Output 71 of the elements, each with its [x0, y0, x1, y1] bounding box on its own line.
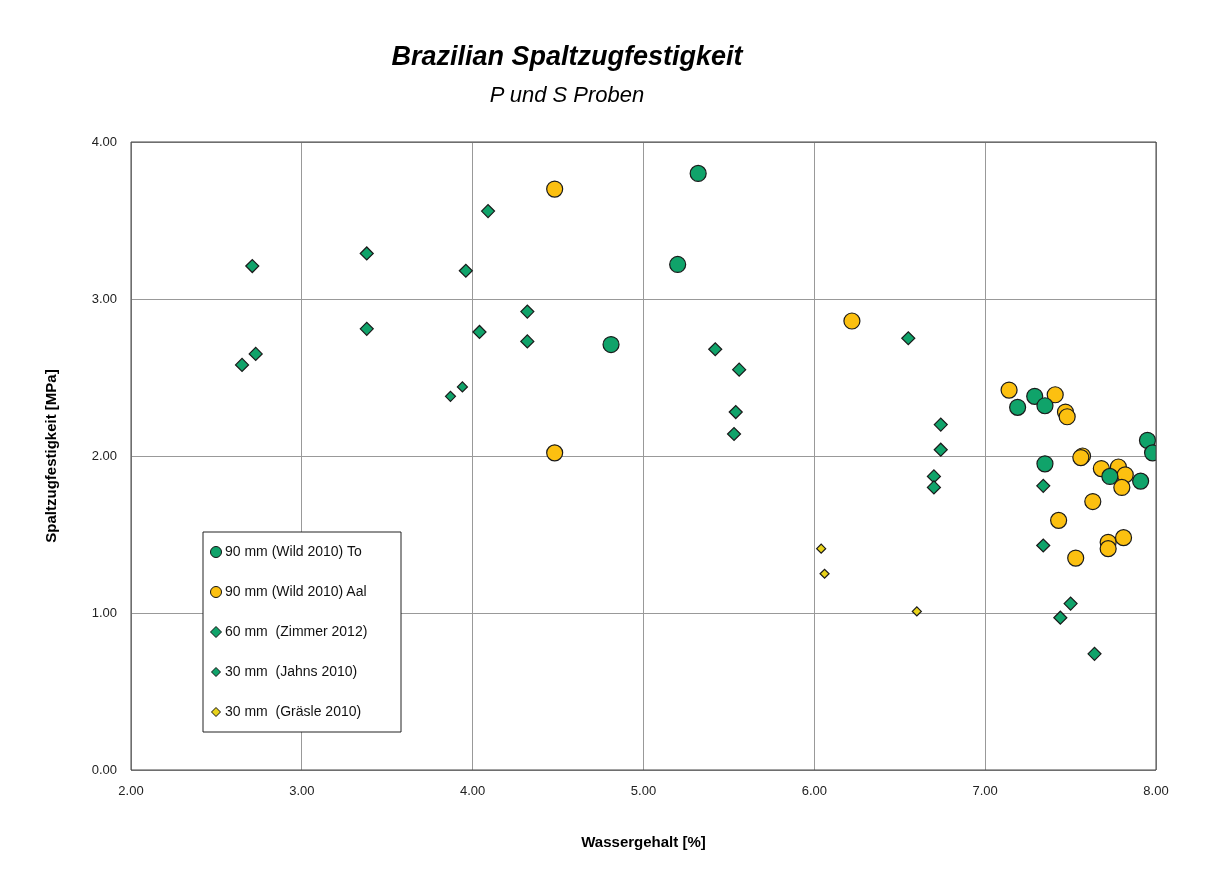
- point: [732, 362, 747, 377]
- point: [1050, 511, 1068, 529]
- point: [933, 442, 948, 457]
- point: [1036, 478, 1051, 493]
- point: [472, 324, 487, 340]
- point: [1053, 610, 1068, 625]
- point: [816, 543, 827, 554]
- point: [248, 346, 263, 362]
- point: [245, 258, 260, 274]
- point: [1114, 529, 1133, 547]
- point: [1099, 540, 1117, 558]
- point: [520, 334, 535, 349]
- point: [843, 312, 861, 330]
- legend-label: 30 mm (Gräsle 2010): [225, 702, 362, 719]
- y-tick-label: 2.00: [91, 447, 117, 463]
- point: [911, 606, 922, 617]
- legend-label: 90 mm (Wild 2010) To: [225, 542, 362, 559]
- x-tick-label: 2.00: [118, 783, 144, 799]
- x-tick-label: 3.00: [289, 783, 315, 799]
- legend-label: 30 mm (Jahns 2010): [225, 662, 358, 679]
- point: [926, 480, 942, 495]
- y-tick-label: 0.00: [91, 761, 117, 777]
- point: [1084, 492, 1102, 511]
- point: [458, 263, 473, 278]
- point: [1132, 472, 1150, 490]
- chart-subtitle: P und S Proben: [489, 82, 645, 108]
- point: [1009, 398, 1027, 416]
- point: [520, 304, 535, 319]
- point: [728, 404, 743, 420]
- point: [1046, 386, 1064, 404]
- point: [546, 444, 564, 462]
- x-tick-label: 6.00: [801, 783, 827, 799]
- point: [926, 469, 942, 484]
- point: [1000, 381, 1018, 399]
- y-axis-title: Spaltzugfestigkeit [MPa]: [42, 369, 60, 543]
- point: [726, 426, 742, 442]
- y-tick-label: 1.00: [91, 604, 117, 620]
- point: [1063, 596, 1078, 611]
- point: [669, 255, 687, 274]
- point: [901, 331, 916, 346]
- x-tick-label: 4.00: [460, 783, 486, 799]
- point: [1058, 408, 1076, 426]
- x-tick-label: 8.00: [1143, 783, 1169, 799]
- point: [359, 246, 374, 261]
- x-axis-title: Wassergehalt [%]: [581, 833, 706, 851]
- point: [234, 357, 250, 373]
- point: [480, 203, 496, 219]
- point: [933, 417, 948, 432]
- chart-title: Brazilian Spaltzugfestigkeit: [391, 41, 744, 72]
- point: [1113, 478, 1131, 496]
- point: [1087, 646, 1102, 661]
- x-tick-label: 5.00: [630, 783, 657, 799]
- point: [444, 390, 457, 402]
- point: [1067, 549, 1085, 567]
- point: [689, 164, 707, 182]
- point: [359, 321, 374, 336]
- legend-label: 60 mm (Zimmer 2012): [225, 622, 368, 639]
- x-tick-label: 7.00: [972, 783, 998, 799]
- point: [708, 342, 723, 357]
- y-tick-label: 3.00: [91, 290, 117, 306]
- point: [1101, 467, 1119, 486]
- y-tick-label: 4.00: [91, 133, 117, 149]
- point: [1036, 538, 1051, 553]
- point: [1036, 397, 1054, 415]
- point: [456, 381, 469, 393]
- point: [819, 568, 830, 579]
- point: [602, 335, 620, 354]
- point: [546, 180, 564, 198]
- point: [1026, 387, 1044, 405]
- legend-label: 90 mm (Wild 2010) Aal: [225, 582, 367, 599]
- point: [1036, 455, 1054, 473]
